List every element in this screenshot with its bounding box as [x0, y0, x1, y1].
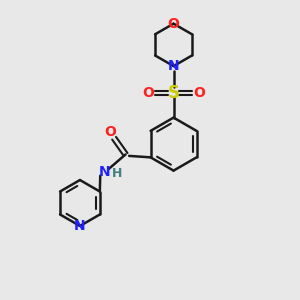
Text: H: H [112, 167, 122, 180]
Text: O: O [193, 85, 205, 100]
Text: O: O [168, 17, 179, 31]
Text: O: O [142, 85, 154, 100]
Text: N: N [168, 59, 179, 73]
Text: N: N [99, 165, 111, 179]
Text: S: S [168, 84, 180, 102]
Text: N: N [74, 219, 86, 233]
Text: O: O [104, 125, 116, 139]
